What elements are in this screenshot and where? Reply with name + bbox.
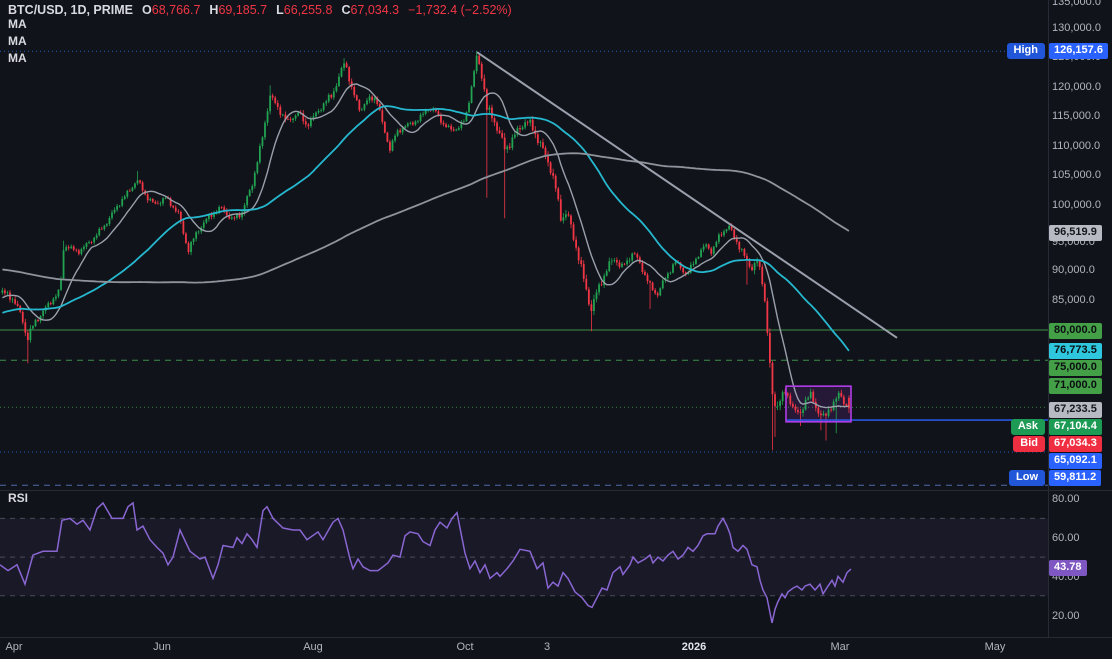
- price-axis-badge[interactable]: 67,034.3: [1049, 436, 1102, 452]
- price-axis-badge[interactable]: 126,157.6: [1049, 43, 1108, 59]
- time-axis-label-apr: Apr: [5, 641, 23, 653]
- axis-pill-ask[interactable]: Ask: [1010, 419, 1045, 435]
- price-axis-tick: 115,000.0: [1052, 110, 1101, 122]
- price-axis-tick: 130,000.0: [1052, 22, 1101, 34]
- moving-average-line-3: [2, 152, 850, 284]
- price-axis-badge[interactable]: 59,811.2: [1049, 470, 1102, 486]
- price-axis-tick: 20.00: [1052, 610, 1080, 622]
- change-value: −1,732.4 (−2.52%): [408, 3, 512, 17]
- price-axis-tick: 110,000.0: [1052, 140, 1101, 152]
- ohlc-close: C67,034.3: [341, 3, 400, 17]
- ma-indicator-label-1[interactable]: MA: [8, 17, 27, 31]
- moving-average-line-2: [2, 105, 850, 352]
- ohlc-high: H69,185.7: [209, 3, 268, 17]
- symbol-legend[interactable]: BTC/USD, 1D, PRIME O68,766.7 H69,185.7 L…: [8, 3, 512, 17]
- trendline-drawing[interactable]: [476, 51, 898, 339]
- time-axis-label-oct: Oct: [456, 641, 474, 653]
- rectangle-drawing-border[interactable]: [785, 385, 852, 423]
- candlestick-series[interactable]: [1, 51, 850, 451]
- price-axis-tick: 85,000.0: [1052, 294, 1095, 306]
- time-axis-label-jun: Jun: [153, 641, 171, 653]
- time-axis-label-aug: Aug: [303, 641, 323, 653]
- time-axis-label-2026: 2026: [681, 641, 707, 653]
- price-axis-badge[interactable]: 67,233.5: [1049, 402, 1102, 418]
- price-axis-badge[interactable]: 65,092.1: [1049, 453, 1102, 469]
- price-axis-tick: 80.00: [1052, 493, 1080, 505]
- symbol-title[interactable]: BTC/USD, 1D, PRIME: [8, 3, 134, 17]
- price-axis-tick: 60.00: [1052, 532, 1080, 544]
- pane-separator[interactable]: [0, 490, 1112, 491]
- price-axis-tick: 120,000.0: [1052, 81, 1101, 93]
- rsi-line: [0, 501, 852, 624]
- moving-average-line-1: [2, 83, 850, 409]
- ohlc-low: L66,255.8: [276, 3, 333, 17]
- price-axis-badge[interactable]: 43.78: [1049, 560, 1087, 576]
- time-axis[interactable]: [0, 637, 1112, 659]
- price-axis-badge[interactable]: 80,000.0: [1049, 323, 1102, 339]
- price-axis-tick: 135,000.0: [1052, 0, 1101, 8]
- time-axis-label-mar: Mar: [830, 641, 850, 653]
- price-axis-badge[interactable]: 76,773.5: [1049, 343, 1102, 359]
- rsi-indicator-label[interactable]: RSI: [8, 491, 29, 505]
- ohlc-open: O68,766.7: [142, 3, 201, 17]
- price-axis-tick: 100,000.0: [1052, 199, 1101, 211]
- price-axis-badge[interactable]: 71,000.0: [1049, 378, 1102, 394]
- rsi-band: [0, 518, 1048, 596]
- price-axis-badge[interactable]: 96,519.9: [1049, 225, 1102, 241]
- price-axis-tick: 105,000.0: [1052, 169, 1101, 181]
- axis-pill-low[interactable]: Low: [1009, 470, 1045, 486]
- axis-pill-high[interactable]: High: [1006, 43, 1045, 59]
- ma-indicator-label-3[interactable]: MA: [8, 51, 27, 65]
- time-axis-label-may: May: [984, 641, 1006, 653]
- price-axis-badge[interactable]: 75,000.0: [1049, 360, 1102, 376]
- axis-pill-bid[interactable]: Bid: [1013, 436, 1045, 452]
- price-axis-scale[interactable]: [1048, 0, 1112, 637]
- time-axis-label-3: 3: [543, 641, 551, 653]
- price-axis-tick: 90,000.0: [1052, 264, 1095, 276]
- price-axis-badge[interactable]: 67,104.4: [1049, 419, 1102, 435]
- ma-indicator-label-2[interactable]: MA: [8, 34, 27, 48]
